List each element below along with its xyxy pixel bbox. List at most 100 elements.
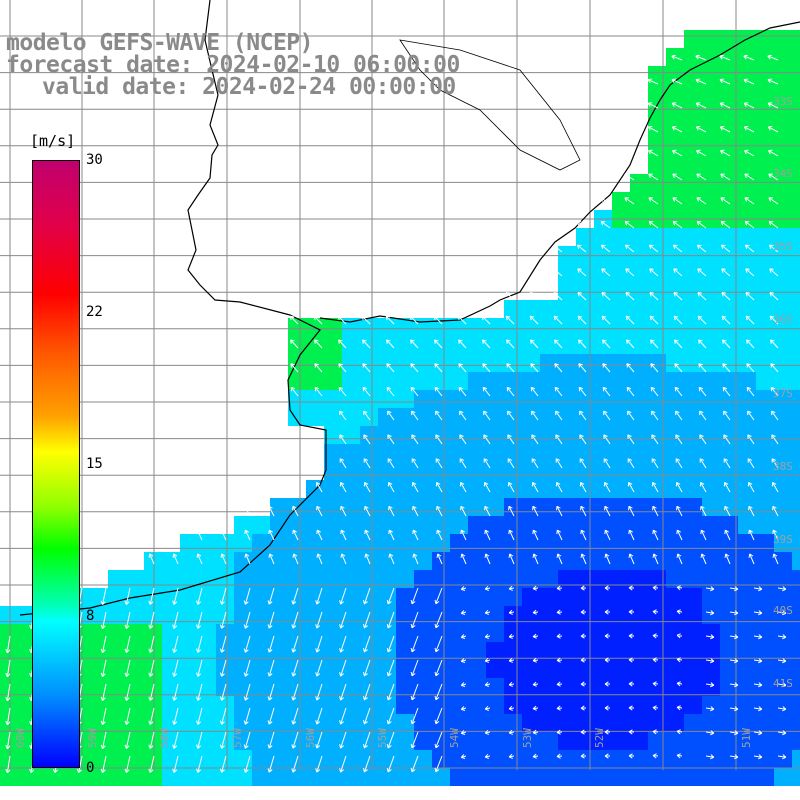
field-cell xyxy=(774,552,792,570)
field-cell xyxy=(342,408,360,426)
field-cell xyxy=(738,444,756,462)
field-cell xyxy=(720,102,738,120)
wind-arrow xyxy=(556,705,563,711)
wind-arrow xyxy=(196,659,203,677)
field-cell xyxy=(558,570,576,588)
field-cell xyxy=(450,318,468,336)
field-cell xyxy=(684,588,702,606)
field-cell xyxy=(630,570,648,588)
field-cell xyxy=(162,678,180,696)
field-cell xyxy=(774,66,792,84)
field-cell xyxy=(558,768,576,786)
field-cell xyxy=(324,750,342,768)
field-cell xyxy=(162,624,180,642)
field-cell xyxy=(792,84,800,102)
field-cell xyxy=(630,480,648,498)
field-cell xyxy=(648,318,666,336)
lat-lon-grid xyxy=(0,0,800,770)
field-cell xyxy=(432,570,450,588)
wind-arrow xyxy=(196,611,203,629)
field-cell xyxy=(450,444,468,462)
field-cell xyxy=(630,516,648,534)
field-cell xyxy=(216,534,234,552)
wind-arrow xyxy=(696,173,707,181)
wind-arrow xyxy=(652,657,659,663)
wind-arrow xyxy=(506,363,515,373)
field-cell xyxy=(756,264,774,282)
field-cell xyxy=(90,696,108,714)
field-cell xyxy=(414,354,432,372)
field-cell xyxy=(720,228,738,246)
wind-arrow xyxy=(508,681,515,687)
field-cell xyxy=(666,498,684,516)
wind-arrow xyxy=(339,611,347,629)
wind-arrow xyxy=(697,315,707,325)
wind-arrow xyxy=(531,410,539,421)
field-cell xyxy=(648,660,666,678)
field-cell xyxy=(90,606,108,624)
wind-arrow xyxy=(363,481,371,493)
wind-arrow xyxy=(484,609,491,615)
wind-arrow xyxy=(314,339,323,349)
field-cell xyxy=(180,678,198,696)
field-cell xyxy=(666,552,684,570)
field-cell xyxy=(738,192,756,210)
wind-arrow xyxy=(729,682,739,688)
field-cell xyxy=(774,120,792,138)
field-cell xyxy=(684,84,702,102)
wind-arrow xyxy=(362,587,371,605)
field-cell xyxy=(594,552,612,570)
field-cell xyxy=(756,624,774,642)
wind-arrow xyxy=(505,291,515,301)
field-cell xyxy=(648,102,666,120)
wind-arrow xyxy=(243,611,251,629)
field-cell xyxy=(468,516,486,534)
field-cell xyxy=(378,570,396,588)
field-cell xyxy=(360,390,378,408)
field-cell xyxy=(324,498,342,516)
field-cell xyxy=(612,444,630,462)
field-cell xyxy=(720,768,738,786)
wind-arrow xyxy=(699,481,707,493)
wind-arrow xyxy=(577,315,587,325)
field-cell xyxy=(108,660,126,678)
wind-arrow xyxy=(458,386,467,397)
field-cell xyxy=(468,354,486,372)
model-title: modelo GEFS-WAVE (NCEP) xyxy=(6,30,314,56)
field-cell xyxy=(756,84,774,102)
field-cell xyxy=(792,174,800,192)
wind-arrow xyxy=(768,173,779,181)
field-cell xyxy=(666,768,684,786)
wind-arrow xyxy=(729,586,739,592)
field-cell xyxy=(720,480,738,498)
field-cell xyxy=(540,642,558,660)
field-cell xyxy=(756,570,774,588)
wind-arrow xyxy=(652,529,659,541)
field-cell xyxy=(396,408,414,426)
field-cell xyxy=(126,642,144,660)
field-cell xyxy=(684,246,702,264)
wind-arrow xyxy=(652,633,659,639)
field-cell xyxy=(216,642,234,660)
field-cell xyxy=(792,426,800,444)
field-cell xyxy=(666,534,684,552)
field-cell xyxy=(702,318,720,336)
wind-arrow xyxy=(652,609,659,615)
field-cell xyxy=(576,408,594,426)
wind-arrow xyxy=(580,753,587,759)
wind-arrow xyxy=(315,683,323,701)
field-cell xyxy=(270,732,288,750)
wind-arrow xyxy=(601,268,611,277)
field-cell xyxy=(342,642,360,660)
field-cell xyxy=(432,516,450,534)
field-cell xyxy=(738,498,756,516)
wind-arrow xyxy=(743,126,755,133)
wind-arrow xyxy=(577,291,587,301)
field-cell xyxy=(414,606,432,624)
wind-arrow xyxy=(244,553,251,565)
wind-arrow xyxy=(652,585,659,591)
wind-arrow xyxy=(746,339,755,349)
field-cell xyxy=(774,354,792,372)
field-cell xyxy=(756,174,774,192)
field-cell xyxy=(684,606,702,624)
